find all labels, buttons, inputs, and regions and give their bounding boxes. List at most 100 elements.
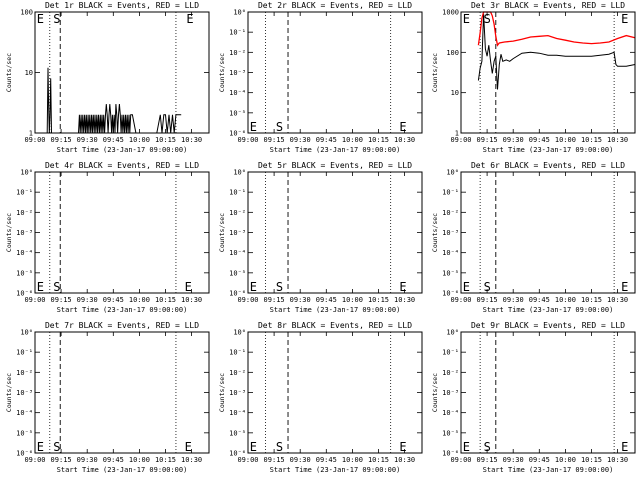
marker-e-left: E [463,440,470,454]
x-tick-label: 10:00 [129,456,150,464]
plot-frame [247,331,423,454]
y-tick-label: 10⁰ [20,329,33,337]
y-axis-label: Counts/sec [431,373,439,412]
x-tick-label: 10:15 [581,296,602,304]
x-axis-label: Start Time (23-Jan-17 09:00:00) [483,306,614,314]
marker-s: S [276,120,283,134]
y-tick-label: 10⁻² [442,209,459,217]
detector-panel: Det 7r BLACK = Events, RED = LLD Counts/s… [5,321,210,474]
y-tick-label: 1000 [442,9,459,17]
y-tick-label: 10⁻⁵ [442,429,459,437]
y-tick-label: 10⁻³ [442,389,459,397]
y-tick-label: 100 [20,9,33,17]
x-tick-label: 09:00 [237,456,258,464]
y-tick-label: 10⁻⁵ [16,269,33,277]
y-axis-label: Counts/sec [431,213,439,252]
marker-s: S [53,440,60,454]
marker-e-right: E [185,440,192,454]
x-tick-label: 09:45 [103,296,124,304]
y-tick-label: 10⁻¹ [229,349,246,357]
x-tick-label: 10:30 [394,296,415,304]
x-tick-label: 09:45 [529,456,550,464]
y-tick-label: 10⁻⁵ [229,269,246,277]
marker-s: S [276,440,283,454]
marker-s: S [484,440,491,454]
plot-frame [34,331,210,454]
x-tick-label: 10:00 [555,136,576,144]
y-tick-label: 10⁻⁶ [442,450,459,458]
plot-frame [460,331,636,454]
x-tick-label: 10:15 [155,456,176,464]
y-tick-label: 10⁻² [229,209,246,217]
plot-frame [460,11,636,134]
series-lld-line [477,11,636,47]
x-axis-label: Start Time (23-Jan-17 09:00:00) [270,146,401,154]
x-axis-label: Start Time (23-Jan-17 09:00:00) [57,306,188,314]
marker-s: S [53,280,60,294]
marker-e-right: E [399,120,406,134]
x-tick-label: 09:30 [503,456,524,464]
marker-e-left: E [37,12,44,26]
marker-e-right: E [621,12,628,26]
y-axis-label: Counts/sec [431,53,439,92]
y-tick-label: 10⁻³ [16,389,33,397]
y-tick-label: 10⁻⁶ [16,290,33,298]
x-tick-label: 09:15 [264,296,285,304]
y-tick-label: 10⁻³ [229,229,246,237]
marker-e-right: E [186,12,193,26]
y-axis-label: Counts/sec [5,53,13,92]
marker-e-right: E [399,440,406,454]
panel-title: Det 1r BLACK = Events, RED = LLD [45,1,199,10]
panel-title: Det 4r BLACK = Events, RED = LLD [45,161,199,170]
x-axis-label: Start Time (23-Jan-17 09:00:00) [270,466,401,474]
x-tick-label: 09:15 [477,456,498,464]
x-tick-label: 09:45 [529,136,550,144]
series-events-line [477,13,636,90]
x-tick-label: 09:45 [103,136,124,144]
panel-title: Det 5r BLACK = Events, RED = LLD [258,161,412,170]
plot-frame [34,171,210,294]
x-tick-label: 09:00 [24,136,45,144]
x-axis-label: Start Time (23-Jan-17 09:00:00) [270,306,401,314]
detector-panel: Det 1r BLACK = Events, RED = LLD Counts/s… [5,1,210,154]
x-tick-label: 10:30 [394,136,415,144]
plot-frame [34,11,210,134]
y-tick-label: 10⁻³ [16,229,33,237]
x-tick-label: 09:45 [316,296,337,304]
marker-s: S [484,12,491,26]
y-tick-label: 10⁻⁵ [442,269,459,277]
x-tick-label: 09:15 [51,296,72,304]
detector-panel: Det 8r BLACK = Events, RED = LLD Counts/s… [218,321,423,474]
detector-panel: Det 9r BLACK = Events, RED = LLD Counts/s… [431,321,636,474]
y-axis-label: Counts/sec [218,373,226,412]
x-tick-label: 10:15 [155,296,176,304]
x-tick-label: 10:00 [129,136,150,144]
x-tick-label: 09:45 [529,296,550,304]
x-tick-label: 09:00 [450,296,471,304]
detector-panel: Det 6r BLACK = Events, RED = LLD Counts/s… [431,161,636,314]
y-tick-label: 10⁰ [446,169,459,177]
x-tick-label: 09:00 [237,136,258,144]
panel-title: Det 3r BLACK = Events, RED = LLD [471,1,625,10]
y-tick-label: 10⁻³ [229,389,246,397]
y-tick-label: 10⁻⁴ [16,249,33,257]
detector-panel: Det 2r BLACK = Events, RED = LLD Counts/s… [218,1,423,154]
x-tick-label: 10:00 [342,136,363,144]
x-tick-label: 10:15 [368,456,389,464]
y-tick-label: 10⁻⁴ [229,249,246,257]
y-tick-label: 10⁻⁶ [442,290,459,298]
x-tick-label: 09:15 [477,296,498,304]
y-tick-label: 10⁻⁴ [229,89,246,97]
y-axis-label: Counts/sec [5,213,13,252]
y-tick-label: 100 [446,49,459,57]
x-tick-label: 09:30 [290,296,311,304]
marker-e-left: E [250,280,257,294]
y-tick-label: 10⁻² [16,209,33,217]
x-tick-label: 10:15 [581,136,602,144]
y-tick-label: 10⁻⁴ [229,409,246,417]
marker-e-right: E [185,280,192,294]
y-tick-label: 10⁰ [233,9,246,17]
x-tick-label: 10:00 [342,456,363,464]
x-axis-label: Start Time (23-Jan-17 09:00:00) [57,146,188,154]
